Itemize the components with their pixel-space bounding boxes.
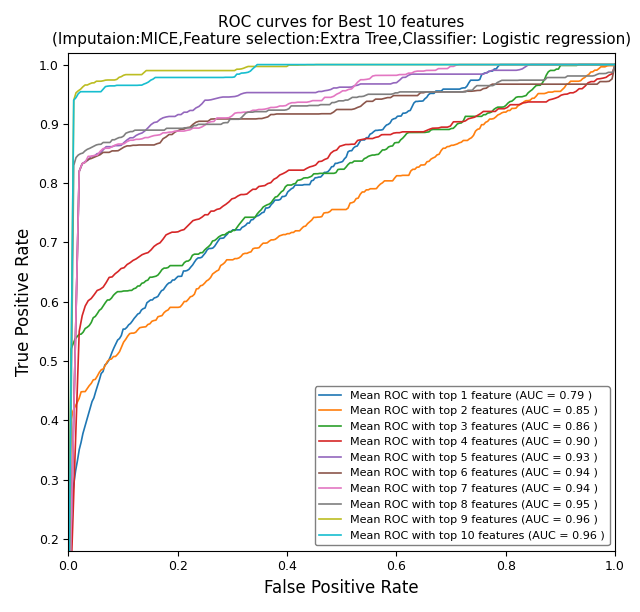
Mean ROC with top 8 features (AUC = 0.95 ) — [468, 86, 476, 94]
Mean ROC with top 2 features (AUC = 0.85 ) — [611, 61, 619, 69]
Mean ROC with top 5 features (AUC = 0.93 ) — [422, 70, 430, 78]
Mean ROC with top 1 feature (AUC = 0.79 ) — [67, 526, 74, 533]
Line: Mean ROC with top 7 features (AUC = 0.94 ): Mean ROC with top 7 features (AUC = 0.94… — [68, 65, 615, 612]
Mean ROC with top 1 feature (AUC = 0.79 ) — [399, 110, 407, 117]
Line: Mean ROC with top 8 features (AUC = 0.95 ): Mean ROC with top 8 features (AUC = 0.95… — [68, 65, 615, 612]
Mean ROC with top 7 features (AUC = 0.94 ) — [611, 61, 619, 69]
Mean ROC with top 2 features (AUC = 0.85 ) — [387, 177, 394, 184]
Mean ROC with top 1 feature (AUC = 0.79 ) — [527, 61, 535, 69]
Mean ROC with top 7 features (AUC = 0.94 ) — [279, 102, 287, 110]
Mean ROC with top 9 features (AUC = 0.96 ) — [312, 61, 320, 69]
Legend: Mean ROC with top 1 feature (AUC = 0.79 ), Mean ROC with top 2 features (AUC = 0: Mean ROC with top 1 feature (AUC = 0.79 … — [315, 386, 609, 545]
Mean ROC with top 10 features (AUC = 0.96 ) — [299, 61, 307, 69]
Mean ROC with top 10 features (AUC = 0.96 ) — [543, 61, 551, 69]
Mean ROC with top 5 features (AUC = 0.93 ) — [195, 103, 203, 110]
Mean ROC with top 8 features (AUC = 0.95 ) — [65, 595, 73, 603]
Mean ROC with top 6 features (AUC = 0.94 ) — [279, 110, 287, 118]
Mean ROC with top 5 features (AUC = 0.93 ) — [611, 61, 619, 69]
Line: Mean ROC with top 2 features (AUC = 0.85 ): Mean ROC with top 2 features (AUC = 0.85… — [68, 65, 615, 612]
Mean ROC with top 5 features (AUC = 0.93 ) — [279, 89, 287, 96]
Mean ROC with top 9 features (AUC = 0.96 ) — [471, 61, 479, 69]
Mean ROC with top 3 features (AUC = 0.86 ) — [484, 110, 492, 117]
Mean ROC with top 1 feature (AUC = 0.79 ) — [390, 115, 397, 122]
Mean ROC with top 5 features (AUC = 0.93 ) — [518, 65, 526, 73]
Mean ROC with top 8 features (AUC = 0.95 ) — [360, 92, 367, 100]
Line: Mean ROC with top 6 features (AUC = 0.94 ): Mean ROC with top 6 features (AUC = 0.94… — [68, 65, 615, 612]
Mean ROC with top 5 features (AUC = 0.93 ) — [527, 61, 535, 69]
Line: Mean ROC with top 10 features (AUC = 0.96 ): Mean ROC with top 10 features (AUC = 0.9… — [68, 65, 615, 612]
Mean ROC with top 9 features (AUC = 0.96 ) — [65, 588, 73, 595]
Mean ROC with top 10 features (AUC = 0.96 ) — [611, 61, 619, 69]
Mean ROC with top 3 features (AUC = 0.86 ) — [330, 170, 338, 177]
Mean ROC with top 1 feature (AUC = 0.79 ) — [496, 61, 504, 69]
Mean ROC with top 2 features (AUC = 0.85 ) — [65, 597, 73, 604]
Mean ROC with top 4 features (AUC = 0.90 ) — [611, 61, 619, 69]
Mean ROC with top 3 features (AUC = 0.86 ) — [205, 243, 212, 250]
Mean ROC with top 10 features (AUC = 0.96 ) — [253, 61, 261, 69]
Mean ROC with top 1 feature (AUC = 0.79 ) — [388, 116, 396, 124]
Y-axis label: True Positive Rate: True Positive Rate — [15, 228, 33, 376]
Mean ROC with top 7 features (AUC = 0.94 ) — [456, 61, 463, 69]
Mean ROC with top 3 features (AUC = 0.86 ) — [65, 580, 73, 587]
Line: Mean ROC with top 1 feature (AUC = 0.79 ): Mean ROC with top 1 feature (AUC = 0.79 … — [68, 65, 615, 612]
Mean ROC with top 4 features (AUC = 0.90 ) — [518, 99, 526, 106]
Mean ROC with top 9 features (AUC = 0.96 ) — [362, 61, 370, 69]
Mean ROC with top 5 features (AUC = 0.93 ) — [74, 258, 81, 265]
Mean ROC with top 1 feature (AUC = 0.79 ) — [562, 61, 570, 69]
Mean ROC with top 7 features (AUC = 0.94 ) — [522, 61, 529, 69]
Mean ROC with top 8 features (AUC = 0.95 ) — [611, 61, 619, 69]
Mean ROC with top 2 features (AUC = 0.85 ) — [484, 118, 492, 125]
Mean ROC with top 1 feature (AUC = 0.79 ) — [611, 61, 619, 69]
Line: Mean ROC with top 4 features (AUC = 0.90 ): Mean ROC with top 4 features (AUC = 0.90… — [68, 65, 615, 612]
Mean ROC with top 4 features (AUC = 0.90 ) — [422, 127, 430, 134]
Mean ROC with top 9 features (AUC = 0.96 ) — [296, 61, 304, 69]
Mean ROC with top 4 features (AUC = 0.90 ) — [74, 388, 81, 395]
Mean ROC with top 8 features (AUC = 0.95 ) — [156, 127, 164, 134]
Mean ROC with top 10 features (AUC = 0.96 ) — [65, 588, 73, 595]
Mean ROC with top 6 features (AUC = 0.94 ) — [195, 118, 203, 125]
Mean ROC with top 7 features (AUC = 0.94 ) — [74, 258, 81, 265]
Mean ROC with top 4 features (AUC = 0.90 ) — [279, 170, 287, 177]
Mean ROC with top 10 features (AUC = 0.96 ) — [471, 61, 479, 69]
Mean ROC with top 8 features (AUC = 0.95 ) — [541, 76, 548, 83]
Mean ROC with top 2 features (AUC = 0.85 ) — [205, 276, 212, 283]
Mean ROC with top 4 features (AUC = 0.90 ) — [195, 215, 203, 223]
Mean ROC with top 3 features (AUC = 0.86 ) — [611, 61, 619, 69]
Mean ROC with top 10 features (AUC = 0.96 ) — [362, 61, 370, 69]
Mean ROC with top 6 features (AUC = 0.94 ) — [74, 258, 81, 265]
Mean ROC with top 6 features (AUC = 0.94 ) — [422, 88, 430, 95]
Mean ROC with top 6 features (AUC = 0.94 ) — [518, 81, 526, 88]
Mean ROC with top 9 features (AUC = 0.96 ) — [156, 67, 164, 74]
Mean ROC with top 3 features (AUC = 0.86 ) — [387, 143, 394, 150]
Title: ROC curves for Best 10 features
(Imputaion:MICE,Feature selection:Extra Tree,Cla: ROC curves for Best 10 features (Imputai… — [52, 15, 631, 47]
Mean ROC with top 8 features (AUC = 0.95 ) — [296, 102, 304, 110]
Mean ROC with top 6 features (AUC = 0.94 ) — [611, 61, 619, 69]
Mean ROC with top 2 features (AUC = 0.85 ) — [548, 88, 556, 95]
Mean ROC with top 3 features (AUC = 0.86 ) — [548, 67, 556, 74]
Line: Mean ROC with top 5 features (AUC = 0.93 ): Mean ROC with top 5 features (AUC = 0.93… — [68, 65, 615, 612]
Mean ROC with top 7 features (AUC = 0.94 ) — [422, 67, 430, 74]
Mean ROC with top 9 features (AUC = 0.96 ) — [611, 61, 619, 69]
Mean ROC with top 2 features (AUC = 0.85 ) — [330, 206, 338, 213]
Mean ROC with top 9 features (AUC = 0.96 ) — [543, 61, 551, 69]
X-axis label: False Positive Rate: False Positive Rate — [264, 579, 419, 597]
Mean ROC with top 3 features (AUC = 0.86 ) — [575, 61, 582, 69]
Mean ROC with top 10 features (AUC = 0.96 ) — [156, 74, 164, 81]
Line: Mean ROC with top 3 features (AUC = 0.86 ): Mean ROC with top 3 features (AUC = 0.86… — [68, 65, 615, 612]
Line: Mean ROC with top 9 features (AUC = 0.96 ): Mean ROC with top 9 features (AUC = 0.96… — [68, 65, 615, 612]
Mean ROC with top 7 features (AUC = 0.94 ) — [195, 124, 203, 132]
